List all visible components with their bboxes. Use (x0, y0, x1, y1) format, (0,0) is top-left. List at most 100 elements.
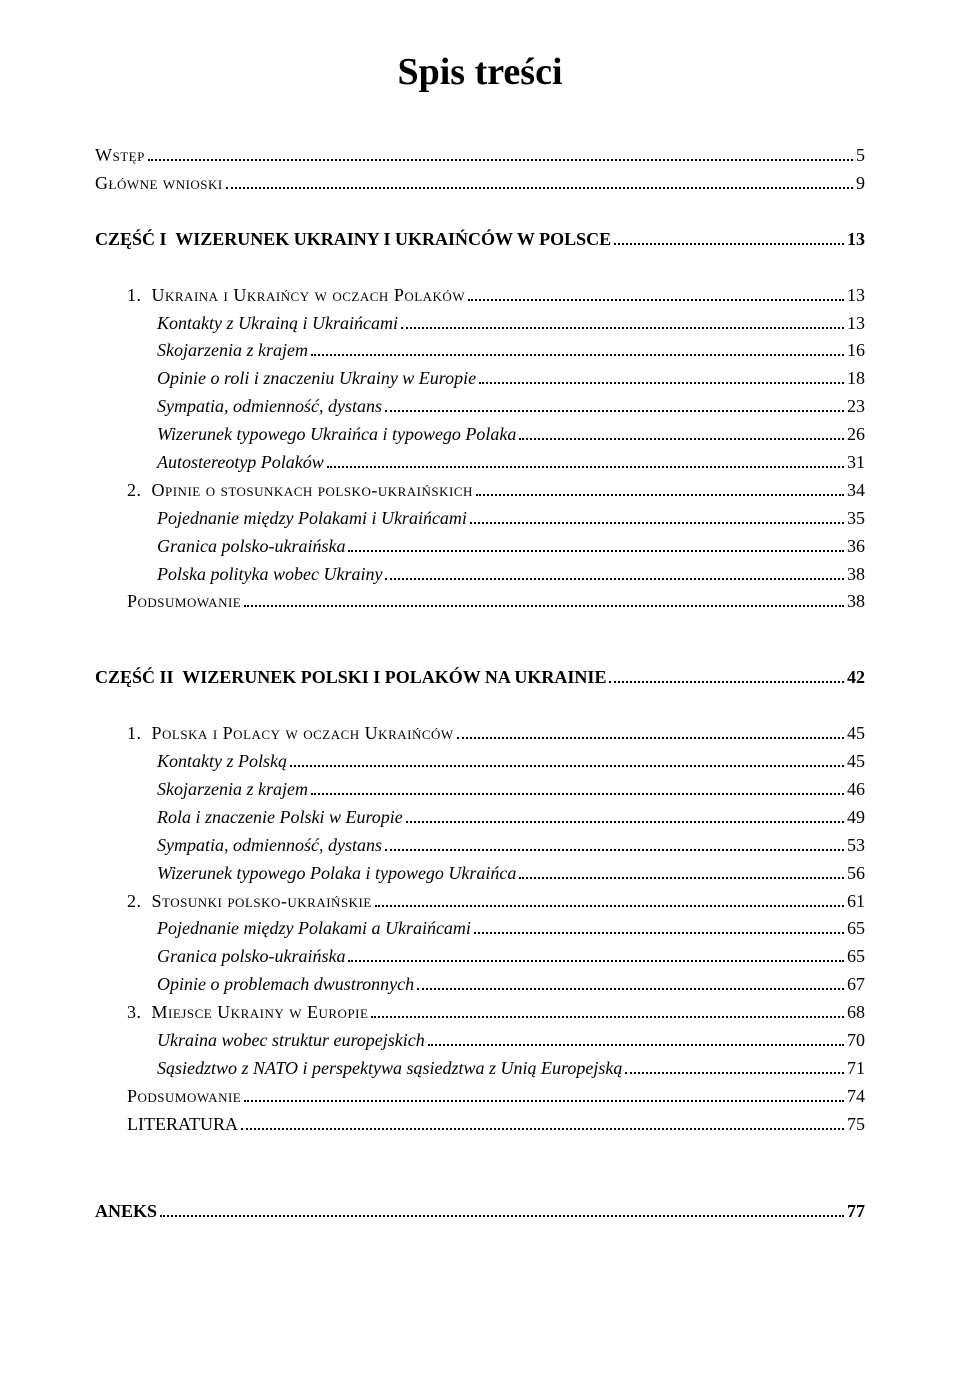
toc-page: 34 (847, 477, 865, 505)
toc-label: Wizerunek typowego Polaka i typowego Ukr… (157, 860, 516, 888)
toc-line: Opinie o roli i znaczeniu Ukrainy w Euro… (95, 365, 865, 393)
toc-label: Kontakty z Ukrainą i Ukraińcami (157, 310, 398, 338)
toc-page: 45 (847, 748, 865, 776)
toc-label: Polska polityka wobec Ukrainy (157, 561, 382, 589)
toc-line: Skojarzenia z krajem16 (95, 337, 865, 365)
leader (479, 368, 844, 384)
leader (311, 779, 844, 795)
leader (625, 1058, 844, 1074)
toc-line: Główne wnioski9 (95, 170, 865, 198)
toc-line: Podsumowanie 38 (95, 588, 865, 616)
toc-line: Sympatia, odmienność, dystans 53 (95, 832, 865, 860)
toc-page: 13 (847, 282, 865, 310)
toc-page: 71 (847, 1055, 865, 1083)
toc-label: 1. Ukraina i Ukraińcy w oczach Polaków (127, 282, 465, 310)
toc-label: Pojednanie między Polakami i Ukraińcami (157, 505, 467, 533)
toc-page: 31 (847, 449, 865, 477)
toc-line: Kontakty z Polską 45 (95, 748, 865, 776)
toc-page: 13 (847, 226, 865, 254)
toc-line: Sąsiedztwo z NATO i perspektywa sąsiedzt… (95, 1055, 865, 1083)
toc-page: 65 (847, 915, 865, 943)
leader (226, 173, 853, 189)
leader (428, 1030, 844, 1046)
toc-line: 2. Stosunki polsko-ukraińskie 61 (95, 888, 865, 916)
leader (457, 723, 844, 739)
toc-page: 56 (847, 860, 865, 888)
leader (327, 452, 844, 468)
toc-line: 2. Opinie o stosunkach polsko-ukraińskic… (95, 477, 865, 505)
toc-line: Ukraina wobec struktur europejskich70 (95, 1027, 865, 1055)
toc-line: Polska polityka wobec Ukrainy38 (95, 561, 865, 589)
aneks-page: 77 (847, 1201, 865, 1222)
toc-label: 2. Stosunki polsko-ukraińskie (127, 888, 372, 916)
leader (417, 974, 844, 990)
toc-page: 46 (847, 776, 865, 804)
toc-page: 16 (847, 337, 865, 365)
toc-page: 45 (847, 720, 865, 748)
page-title: Spis treści (95, 50, 865, 94)
gap (95, 616, 865, 664)
aneks-label: ANEKS (95, 1201, 157, 1222)
gap (95, 254, 865, 282)
leader (348, 946, 844, 962)
toc-page: 42 (847, 664, 865, 692)
toc-page: 35 (847, 505, 865, 533)
toc-page: 53 (847, 832, 865, 860)
toc-line: Opinie o problemach dwustronnych 67 (95, 971, 865, 999)
leader (290, 751, 844, 767)
toc-page: 61 (847, 888, 865, 916)
toc-label: CZĘŚĆ II WIZERUNEK POLSKI I POLAKÓW NA U… (95, 664, 606, 692)
toc-page: 36 (847, 533, 865, 561)
leader (311, 340, 844, 356)
toc-line: CZĘŚĆ II WIZERUNEK POLSKI I POLAKÓW NA U… (95, 664, 865, 692)
toc-line: Pojednanie między Polakami i Ukraińcami 3… (95, 505, 865, 533)
toc-line: Podsumowanie74 (95, 1083, 865, 1111)
toc-page: 9 (856, 170, 865, 198)
leader (244, 1085, 844, 1101)
toc-page: 67 (847, 971, 865, 999)
toc-label: Rola i znaczenie Polski w Europie (157, 804, 403, 832)
toc-label: Sympatia, odmienność, dystans (157, 393, 382, 421)
toc-label: Opinie o problemach dwustronnych (157, 971, 414, 999)
page-container: Spis treści Wstęp5Główne wnioski9CZĘŚĆ I… (0, 0, 960, 1393)
toc-page: 49 (847, 804, 865, 832)
toc-page: 23 (847, 393, 865, 421)
toc-line: 1. Ukraina i Ukraińcy w oczach Polaków 13 (95, 282, 865, 310)
toc-line: Granica polsko-ukraińska 36 (95, 533, 865, 561)
toc-label: Pojednanie między Polakami a Ukraińcami (157, 915, 471, 943)
toc-line: CZĘŚĆ I WIZERUNEK UKRAINY I UKRAIŃCÓW W … (95, 226, 865, 254)
leader (348, 535, 844, 551)
leader (375, 890, 844, 906)
toc-label: Granica polsko-ukraińska (157, 533, 345, 561)
toc-line: Pojednanie między Polakami a Ukraińcami 6… (95, 915, 865, 943)
leader (385, 563, 844, 579)
toc-page: 65 (847, 943, 865, 971)
toc-label: Podsumowanie (127, 588, 241, 616)
toc-page: 13 (847, 310, 865, 338)
leader (244, 591, 844, 607)
leader (519, 424, 844, 440)
toc-label: Wizerunek typowego Ukraińca i typowego P… (157, 421, 516, 449)
toc-page: 38 (847, 588, 865, 616)
leader (385, 834, 844, 850)
aneks-line: ANEKS 77 (95, 1201, 865, 1222)
table-of-contents: Wstęp5Główne wnioski9CZĘŚĆ I WIZERUNEK U… (95, 142, 865, 1139)
leader (519, 862, 844, 878)
toc-page: 18 (847, 365, 865, 393)
toc-label: LITERATURA (127, 1111, 238, 1139)
toc-label: Sympatia, odmienność, dystans (157, 832, 382, 860)
toc-label: Kontakty z Polską (157, 748, 287, 776)
gap (95, 692, 865, 720)
toc-label: Skojarzenia z krajem (157, 776, 308, 804)
toc-page: 5 (856, 142, 865, 170)
toc-line: Wizerunek typowego Ukraińca i typowego P… (95, 421, 865, 449)
toc-label: 2. Opinie o stosunkach polsko-ukraińskic… (127, 477, 473, 505)
toc-line: Autostereotyp Polaków31 (95, 449, 865, 477)
leader (406, 807, 844, 823)
toc-page: 74 (847, 1083, 865, 1111)
leader (609, 667, 844, 683)
toc-line: Rola i znaczenie Polski w Europie 49 (95, 804, 865, 832)
leader (614, 228, 844, 244)
gap (95, 198, 865, 226)
leader (401, 312, 844, 328)
